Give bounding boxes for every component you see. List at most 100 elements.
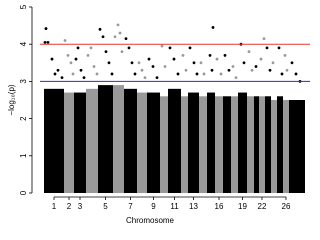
snp-point bbox=[262, 37, 266, 41]
snp-point bbox=[181, 53, 185, 57]
snp-point bbox=[137, 61, 141, 65]
snp-point bbox=[231, 65, 235, 68]
y-tick-label: 2 bbox=[19, 116, 28, 121]
snp-point bbox=[294, 72, 298, 76]
snp-point bbox=[147, 57, 151, 61]
chromosome-mass bbox=[265, 96, 271, 193]
chromosome-mass bbox=[74, 92, 86, 193]
chromosome-mass bbox=[86, 88, 98, 193]
y-axis-label: −log₁₀(p) bbox=[7, 84, 16, 115]
x-tick-label: 22 bbox=[258, 202, 267, 211]
snp-point bbox=[151, 65, 155, 68]
y-tick-label: 0 bbox=[19, 190, 28, 195]
x-tick-label: 1 bbox=[52, 202, 57, 211]
snp-point bbox=[113, 35, 117, 39]
x-tick-label: 9 bbox=[151, 202, 156, 211]
x-tick-label: 7 bbox=[128, 202, 133, 211]
snp-point bbox=[86, 53, 90, 57]
snp-point bbox=[242, 61, 246, 65]
snp-point bbox=[268, 68, 272, 72]
snp-point bbox=[271, 61, 275, 65]
snp-point bbox=[208, 53, 212, 57]
chromosome-mass bbox=[283, 100, 289, 193]
x-tick-label: 16 bbox=[215, 202, 224, 211]
y-tick-label: 4 bbox=[19, 41, 28, 46]
snp-point bbox=[155, 76, 159, 80]
snp-point bbox=[223, 53, 227, 57]
chromosome-mass bbox=[271, 100, 277, 193]
snp-point bbox=[63, 39, 67, 42]
snp-point bbox=[79, 68, 83, 72]
chromosome-mass bbox=[168, 88, 181, 193]
y-tick-label: 5 bbox=[19, 4, 28, 9]
snp-point bbox=[60, 76, 64, 80]
snp-point bbox=[168, 46, 172, 50]
snp-point bbox=[53, 72, 57, 76]
snp-point bbox=[110, 72, 114, 76]
snp-point bbox=[89, 46, 93, 50]
snp-point bbox=[215, 57, 219, 61]
chromosome-mass bbox=[231, 96, 238, 193]
snp-point bbox=[265, 46, 269, 50]
snp-point bbox=[104, 50, 108, 54]
y-tick-label: 3 bbox=[19, 79, 28, 84]
snp-point bbox=[277, 46, 281, 50]
snp-point bbox=[280, 72, 284, 76]
chromosome-mass bbox=[277, 96, 283, 193]
snp-point bbox=[120, 50, 124, 54]
snp-point bbox=[188, 46, 192, 50]
chromosome-mass bbox=[98, 85, 113, 193]
x-tick-label: 3 bbox=[78, 202, 83, 211]
chromosome-mass bbox=[188, 92, 199, 193]
snp-point bbox=[46, 40, 50, 44]
snp-point bbox=[124, 37, 128, 41]
chromosome-mass bbox=[147, 92, 160, 193]
chromosome-mass bbox=[247, 96, 254, 193]
chromosome-mass bbox=[289, 100, 305, 193]
snp-point bbox=[130, 61, 134, 65]
snp-point bbox=[66, 53, 70, 57]
snp-point bbox=[92, 65, 96, 68]
snp-point bbox=[176, 72, 180, 76]
chromosome-mass bbox=[259, 96, 265, 193]
snp-point bbox=[254, 65, 258, 68]
snp-point bbox=[227, 68, 231, 72]
snp-point bbox=[133, 72, 137, 76]
snp-point bbox=[44, 27, 48, 30]
snp-point bbox=[163, 65, 167, 68]
snp-point bbox=[172, 57, 176, 61]
snp-point bbox=[127, 46, 131, 50]
snp-point bbox=[116, 23, 120, 27]
snp-point bbox=[192, 61, 196, 65]
chromosome-mass bbox=[181, 96, 188, 193]
chromosome-mass bbox=[238, 92, 247, 193]
snp-point bbox=[82, 76, 86, 80]
snp-point bbox=[74, 57, 78, 61]
snp-point bbox=[95, 72, 99, 76]
chromosome-mass bbox=[124, 88, 137, 193]
x-tick-label: 5 bbox=[103, 202, 108, 211]
chromosome-mass bbox=[215, 96, 223, 193]
snp-point bbox=[98, 27, 102, 31]
x-tick-label: 13 bbox=[189, 202, 198, 211]
snp-point bbox=[290, 61, 294, 65]
snp-point bbox=[43, 40, 47, 44]
snp-point bbox=[71, 72, 75, 76]
snp-point bbox=[250, 68, 254, 72]
snp-point bbox=[50, 57, 54, 61]
chromosome-mass bbox=[64, 92, 74, 193]
snp-point bbox=[184, 68, 188, 72]
x-tick-label: 19 bbox=[238, 202, 247, 211]
snp-point bbox=[199, 61, 203, 65]
chromosome-mass bbox=[160, 96, 168, 193]
chromosome-mass bbox=[254, 96, 259, 193]
chromosome-mass bbox=[199, 96, 207, 193]
chromosome-mass bbox=[223, 96, 231, 193]
x-tick-label: 11 bbox=[170, 202, 179, 211]
snp-point bbox=[56, 68, 60, 72]
snp-point bbox=[140, 68, 144, 72]
snp-point bbox=[195, 72, 199, 76]
chromosome-mass bbox=[113, 85, 124, 193]
chromosome-mass bbox=[137, 92, 147, 193]
